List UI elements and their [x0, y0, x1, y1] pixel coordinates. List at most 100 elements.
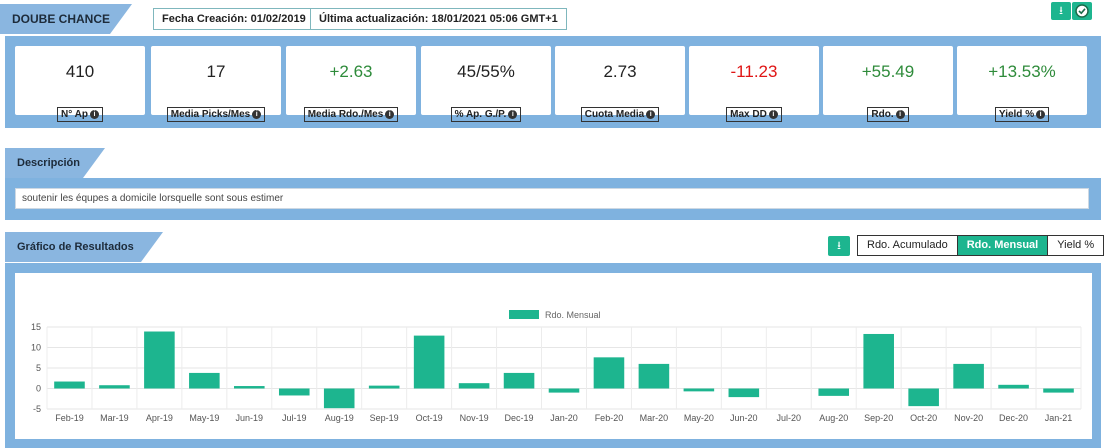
info-icon[interactable]: i [1036, 109, 1046, 119]
x-tick-label: Sep-20 [864, 413, 893, 423]
stat-label-text: Max DD [730, 109, 767, 120]
stat-label: Max DD i [726, 107, 782, 122]
info-icon[interactable]: i [508, 109, 518, 119]
y-tick-label: 0 [36, 384, 41, 394]
stat-value: +55.49 [861, 62, 915, 81]
stat-label-text: Cuota Media [584, 109, 645, 120]
x-tick-label: Jun-19 [236, 413, 264, 423]
stat-value: +2.63 [329, 62, 373, 81]
stat-card: 17 Media Picks/Mes i [151, 46, 281, 122]
toggle-rdo-acumulado[interactable]: Rdo. Acumulado [858, 236, 958, 255]
x-tick-label: Feb-20 [595, 413, 624, 423]
x-tick-label: Jan-20 [550, 413, 578, 423]
legend-swatch [509, 310, 539, 319]
x-tick-label: Feb-19 [55, 413, 84, 423]
chart-bar [1043, 388, 1074, 393]
description-title: Descripción [17, 157, 80, 169]
description-text: soutenir les équpes a domicile lorsquell… [15, 188, 1089, 209]
chart-bar [998, 384, 1029, 389]
stat-label-text: % Ap. G./P. [454, 109, 507, 120]
chart-download-button[interactable]: ⭳ [828, 236, 850, 256]
info-icon[interactable]: i [89, 109, 99, 119]
chart-bar [144, 331, 175, 389]
stat-label: Rdo. i [867, 107, 909, 122]
chart-bar [54, 381, 85, 389]
stat-card: 45/55% % Ap. G./P. i [421, 46, 551, 122]
info-icon[interactable]: i [252, 109, 262, 119]
page-title: DOUBE CHANCE [12, 12, 111, 26]
stat-card: +13.53% Yield % i [957, 46, 1087, 122]
monthly-results-chart: Rdo. Mensual 15 10 5 0 -5 Feb-19 Mar-19 Apr-19 Ma… [31, 310, 1082, 423]
download-button[interactable]: ⭳ [1051, 2, 1071, 20]
chart-bar [503, 372, 535, 389]
x-tick-label: Jun-20 [730, 413, 758, 423]
verified-button[interactable] [1072, 2, 1092, 20]
stat-label-text: Rdo. [871, 109, 894, 120]
x-tick-label: Dec-19 [505, 413, 534, 423]
x-tick-label: Dec-20 [999, 413, 1028, 423]
stat-value: 2.73 [603, 62, 637, 81]
toggle-yield[interactable]: Yield % [1048, 236, 1104, 255]
x-tick-label: Jan-21 [1045, 413, 1073, 423]
chart-bar [863, 333, 894, 389]
description-tab: Descripción [5, 148, 105, 178]
legend-label: Rdo. Mensual [545, 310, 601, 320]
x-tick-label: May-19 [189, 413, 219, 423]
x-tick-label: May-20 [684, 413, 714, 423]
chart-bar [458, 383, 490, 389]
chart-bar [278, 388, 310, 396]
y-tick-label: 10 [31, 343, 41, 353]
x-tick-label: Jul-20 [777, 413, 802, 423]
creation-date-badge: Fecha Creación: 01/02/2019 [153, 8, 315, 30]
chart-bar [323, 388, 355, 409]
stat-card: -11.23 Max DD i [689, 46, 819, 122]
stat-card: 2.73 Cuota Media i [555, 46, 685, 122]
x-tick-label: Mar-19 [100, 413, 129, 423]
x-tick-label: Jul-19 [282, 413, 307, 423]
stat-label-text: Yield % [998, 109, 1035, 120]
stat-label: Yield % i [994, 107, 1050, 122]
info-icon[interactable]: i [768, 109, 778, 119]
x-tick-label: Sep-19 [370, 413, 399, 423]
chart-container: Rdo. Mensual 15 10 5 0 -5 Feb-19 Mar-19 Apr-19 Ma… [15, 273, 1092, 439]
stat-value: +13.53% [988, 62, 1056, 81]
chart-section-title: Gráfico de Resultados [17, 241, 134, 253]
x-tick-label: Apr-19 [146, 413, 173, 423]
download-icon: ⭳ [837, 240, 841, 252]
chart-bar [908, 388, 939, 407]
x-tick-label: Mar-20 [640, 413, 669, 423]
x-tick-label: Nov-20 [954, 413, 983, 423]
stat-value: 17 [206, 62, 226, 81]
chart-bar [99, 385, 130, 389]
stat-label-text: Media Rdo./Mes [307, 109, 384, 120]
description-panel: soutenir les équpes a domicile lorsquell… [5, 178, 1101, 220]
chart-panel: Rdo. Mensual 15 10 5 0 -5 Feb-19 Mar-19 Apr-19 Ma… [5, 263, 1101, 448]
stat-card: +2.63 Media Rdo./Mes i [286, 46, 416, 122]
stat-card: 410 N° Ap i [15, 46, 145, 122]
info-icon[interactable]: i [895, 109, 905, 119]
info-icon[interactable]: i [646, 109, 656, 119]
stat-label-text: Media Picks/Mes [170, 109, 251, 120]
stat-label: % Ap. G./P. i [450, 107, 522, 122]
chart-bar [683, 388, 715, 392]
x-tick-label: Aug-20 [819, 413, 848, 423]
info-icon[interactable]: i [385, 109, 395, 119]
chart-bar [368, 385, 400, 389]
stat-label: Media Rdo./Mes i [303, 107, 399, 122]
stat-label: N° Ap i [57, 107, 103, 122]
page-title-tab: DOUBE CHANCE [0, 4, 132, 34]
chart-bar [953, 363, 984, 389]
chart-bar [728, 388, 760, 398]
stat-value: 45/55% [457, 62, 515, 81]
chart-bar [638, 363, 670, 389]
check-icon [1075, 4, 1089, 18]
x-tick-label: Aug-19 [325, 413, 354, 423]
stat-label-text: N° Ap [61, 109, 88, 120]
chart-tab: Gráfico de Resultados [5, 232, 163, 262]
toggle-rdo-mensual[interactable]: Rdo. Mensual [957, 236, 1049, 255]
y-tick-label: 5 [36, 363, 41, 373]
chart-mode-toggle: Rdo. Acumulado Rdo. Mensual Yield % [857, 235, 1105, 256]
y-tick-label: 15 [31, 322, 41, 332]
last-update-badge: Última actualización: 18/01/2021 05:06 G… [310, 8, 567, 30]
x-tick-label: Oct-20 [910, 413, 937, 423]
